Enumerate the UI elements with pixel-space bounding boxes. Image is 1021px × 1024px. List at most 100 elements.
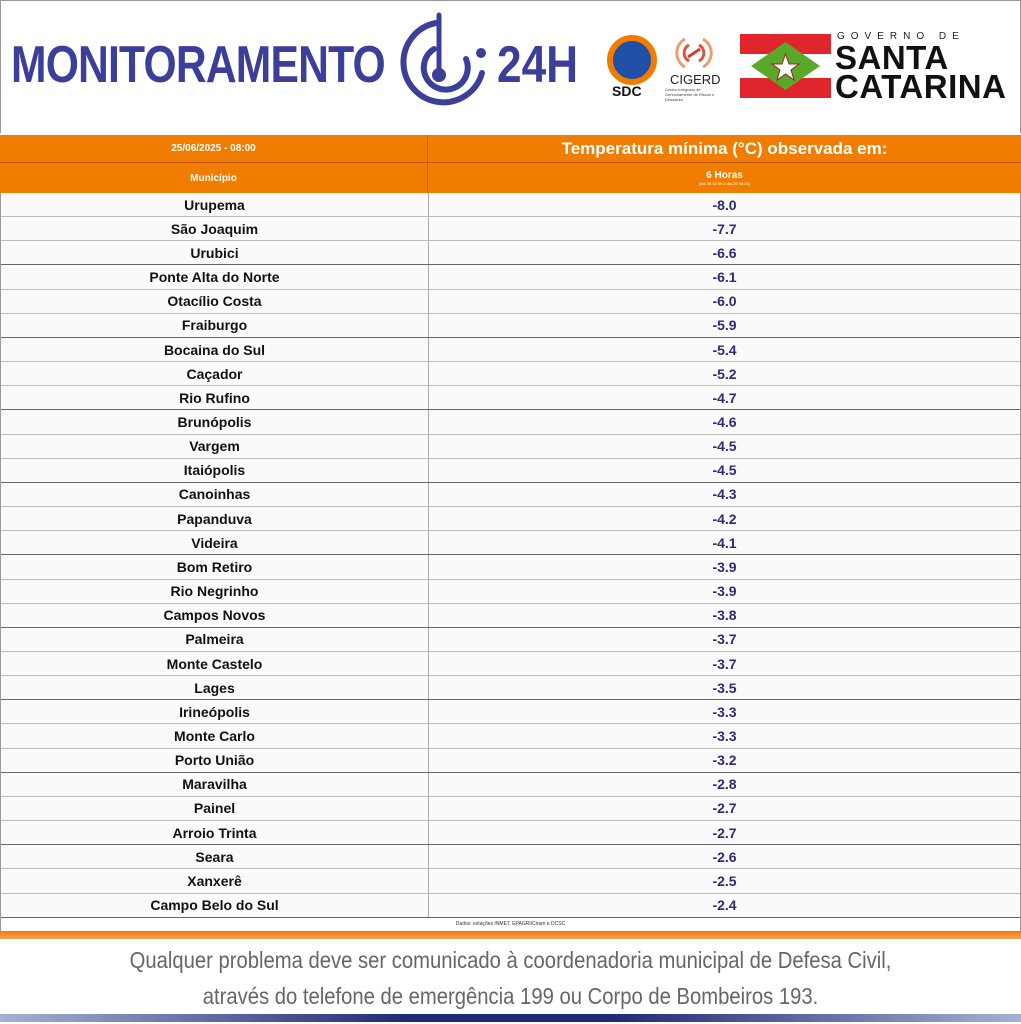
- brand-title: MONITORAMENTO: [11, 36, 386, 94]
- municipio-cell: Caçador: [1, 362, 429, 386]
- report-date: 25/06/2025 - 08:00: [0, 135, 428, 162]
- temperature-cell: -2.7: [712, 824, 737, 841]
- table-row: Fraiburgo -5.9: [1, 313, 1020, 338]
- temperature-cell: -4.6: [712, 413, 737, 430]
- temperature-cell: -2.4: [712, 897, 737, 914]
- table-row: Caçador -5.2: [1, 362, 1020, 387]
- municipio-cell: Xanxerê: [1, 869, 429, 893]
- temperature-cell: -4.7: [712, 389, 737, 406]
- table-row: Videira -4.1: [1, 531, 1020, 556]
- table-row: Urupema -8.0: [1, 193, 1020, 218]
- column-period-range: (dia 25 02:00 a dia 25 08:00): [698, 181, 751, 186]
- municipio-cell: Bocaina do Sul: [1, 337, 429, 362]
- table-row: Otacílio Costa -6.0: [1, 289, 1020, 314]
- santa-catarina-flag-icon: [740, 34, 831, 98]
- temperature-cell: -6.0: [712, 293, 737, 310]
- municipio-cell: Maravilha: [1, 772, 429, 796]
- table-header-columns: Município 6 Horas (dia 25 02:00 a dia 25…: [0, 163, 1021, 193]
- brand-suffix: 24H: [497, 36, 579, 94]
- table-row: Canoinhas -4.3: [1, 482, 1020, 508]
- temperature-cell: -4.3: [712, 486, 737, 503]
- municipio-cell: Seara: [1, 845, 429, 869]
- temperature-cell: -3.7: [712, 631, 737, 648]
- municipio-cell: Urubici: [1, 241, 429, 265]
- municipio-cell: Palmeira: [1, 627, 429, 651]
- table-row: Maravilha -2.8: [1, 772, 1020, 797]
- cigerd-subtitle: Centro Integrado de Gerenciamento de Ris…: [665, 87, 715, 102]
- temperature-cell: -4.5: [712, 462, 737, 479]
- header: MONITORAMENTO 24H SDC CIGERD Centro Inte…: [0, 0, 1021, 133]
- table-row: Bom Retiro -3.9: [1, 555, 1020, 580]
- orange-divider: [0, 931, 1021, 939]
- municipio-cell: Monte Castelo: [1, 651, 429, 676]
- temperature-cell: -7.7: [712, 220, 737, 237]
- table-row: Lages -3.5: [1, 676, 1020, 701]
- cigerd-label: CIGERD: [670, 72, 721, 87]
- footer-line-2: através do telefone de emergência 199 ou…: [202, 983, 819, 1009]
- table-body: Urupema -8.0 São Joaquim -7.7 Urubici -6.6 Pon…: [0, 193, 1021, 918]
- table-row: Campos Novos -3.8: [1, 603, 1020, 628]
- table-row: Brunópolis -4.6: [1, 410, 1020, 435]
- temperature-cell: -3.3: [712, 703, 737, 720]
- temperature-cell: -8.0: [712, 196, 737, 213]
- table-row: Vargem -4.5: [1, 434, 1020, 459]
- temperature-cell: -3.8: [712, 607, 737, 624]
- municipio-cell: Campos Novos: [1, 603, 429, 627]
- municipio-cell: São Joaquim: [1, 217, 429, 241]
- table-row: Monte Carlo -3.3: [1, 724, 1020, 749]
- temperature-cell: -3.2: [712, 752, 737, 769]
- municipio-cell: Lages: [1, 676, 429, 700]
- municipio-cell: Rio Rufino: [1, 386, 429, 410]
- municipio-cell: Otacílio Costa: [1, 289, 429, 313]
- table-row: Urubici -6.6: [1, 241, 1020, 266]
- table-row: Monte Castelo -3.7: [1, 651, 1020, 677]
- municipio-cell: Monte Carlo: [1, 724, 429, 748]
- sdc-logo-icon: [607, 35, 657, 85]
- municipio-cell: Urupema: [1, 193, 429, 217]
- temperature-cell: -4.2: [712, 510, 737, 527]
- table-row: Papanduva -4.2: [1, 507, 1020, 532]
- table-row: Xanxerê -2.5: [1, 869, 1020, 894]
- municipio-cell: Porto União: [1, 748, 429, 772]
- municipio-cell: Ponte Alta do Norte: [1, 265, 429, 289]
- municipio-cell: Irineópolis: [1, 700, 429, 724]
- table-row: Seara -2.6: [1, 845, 1020, 870]
- temperature-cell: -6.1: [712, 269, 737, 286]
- table-row: Rio Rufino -4.7: [1, 386, 1020, 411]
- table-header-top: 25/06/2025 - 08:00 Temperatura mínima (°…: [0, 135, 1021, 163]
- municipio-cell: Itaiópolis: [1, 458, 429, 482]
- column-municipio: Município: [0, 163, 428, 193]
- blue-divider: [0, 1014, 1021, 1022]
- column-period-label: 6 Horas: [706, 170, 743, 181]
- temperature-cell: -3.7: [712, 655, 737, 672]
- table-row: Irineópolis -3.3: [1, 700, 1020, 725]
- table-row: Rio Negrinho -3.9: [1, 579, 1020, 604]
- temperature-cell: -5.2: [712, 365, 737, 382]
- municipio-cell: Brunópolis: [1, 410, 429, 434]
- table-row: Painel -2.7: [1, 796, 1020, 822]
- temperature-cell: -2.6: [712, 848, 737, 865]
- temperature-cell: -3.3: [712, 728, 737, 745]
- table-row: Ponte Alta do Norte -6.1: [1, 265, 1020, 290]
- temperature-cell: -5.9: [712, 317, 737, 334]
- municipio-cell: Fraiburgo: [1, 313, 429, 337]
- temperature-cell: -3.9: [712, 558, 737, 575]
- municipio-cell: Canoinhas: [1, 482, 429, 507]
- footer-notice: Qualquer problema deve ser comunicado à …: [61, 942, 959, 1014]
- governo-de-label: GOVERNO DE: [837, 31, 965, 42]
- municipio-cell: Campo Belo do Sul: [1, 893, 429, 917]
- cigerd-signal-icon: [675, 37, 713, 69]
- temperature-cell: -6.6: [712, 244, 737, 261]
- radar-logo-icon: [400, 12, 486, 106]
- temperature-cell: -2.8: [712, 776, 737, 793]
- table-row: Itaiópolis -4.5: [1, 458, 1020, 483]
- table-row: Porto União -3.2: [1, 748, 1020, 773]
- table-row: Arroio Trinta -2.7: [1, 821, 1020, 846]
- table-row: Campo Belo do Sul -2.4: [1, 893, 1020, 918]
- table-row: Palmeira -3.7: [1, 627, 1020, 652]
- temperature-cell: -3.9: [712, 583, 737, 600]
- table-row: São Joaquim -7.7: [1, 217, 1020, 242]
- municipio-cell: Bom Retiro: [1, 555, 429, 579]
- municipio-cell: Vargem: [1, 434, 429, 458]
- column-6-horas: 6 Horas (dia 25 02:00 a dia 25 08:00): [428, 163, 1021, 193]
